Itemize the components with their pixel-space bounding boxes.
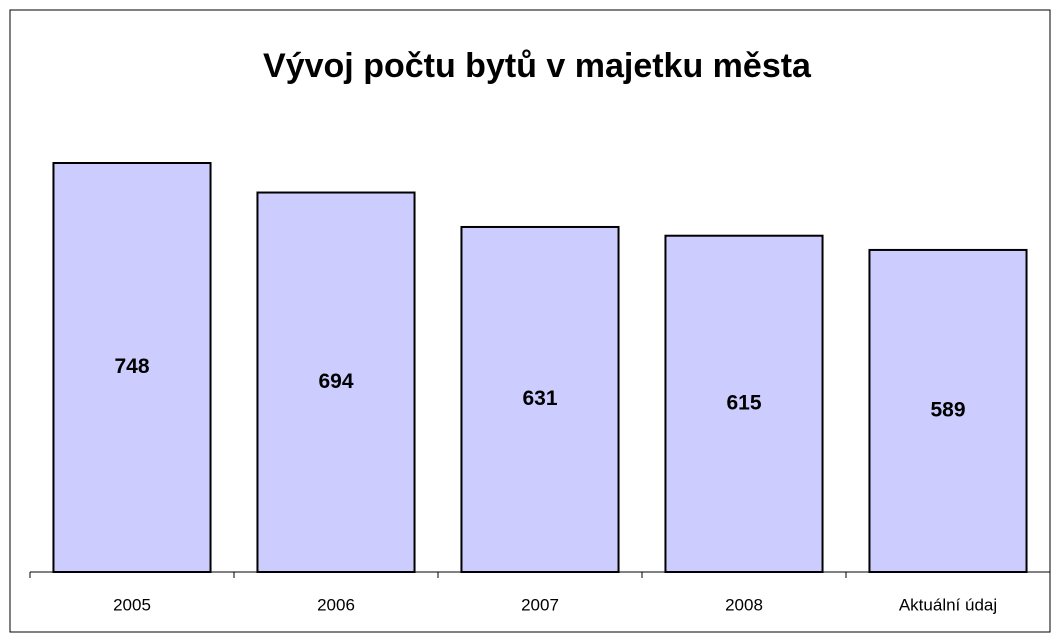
x-tick-label: 2006: [317, 595, 355, 614]
bar: [664, 234, 824, 573]
bar: [868, 248, 1028, 573]
value-label: 748: [114, 355, 149, 378]
value-label: 589: [930, 399, 965, 422]
chart-title: Vývoj počtu bytů v majetku města: [263, 47, 812, 85]
x-tick-label: Aktuální údaj: [899, 595, 997, 614]
x-tick-label: 2007: [521, 595, 559, 614]
x-tick-label: 2008: [725, 595, 763, 614]
value-label: 631: [522, 387, 557, 410]
bar: [460, 225, 620, 573]
value-label: 615: [726, 391, 761, 414]
bar: [52, 162, 212, 573]
bar: [256, 191, 416, 573]
x-tick-label: 2005: [113, 595, 151, 614]
value-label: 694: [318, 370, 353, 393]
